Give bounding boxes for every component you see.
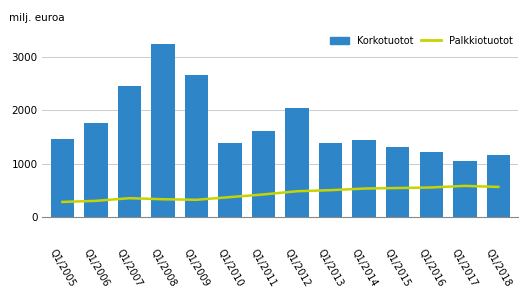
Bar <box>185 75 208 217</box>
Bar <box>319 143 342 217</box>
Bar <box>386 147 409 217</box>
Bar <box>453 161 477 217</box>
Bar <box>419 152 443 217</box>
Text: milj. euroa: milj. euroa <box>9 13 65 23</box>
Bar <box>487 155 510 217</box>
Bar <box>84 123 108 217</box>
Bar <box>151 44 175 217</box>
Bar <box>252 131 275 217</box>
Bar <box>352 140 376 217</box>
Legend: Korkotuotot, Palkkiotuotot: Korkotuotot, Palkkiotuotot <box>326 32 516 50</box>
Bar <box>218 143 242 217</box>
Bar <box>118 86 141 217</box>
Bar <box>286 108 309 217</box>
Bar <box>51 139 74 217</box>
